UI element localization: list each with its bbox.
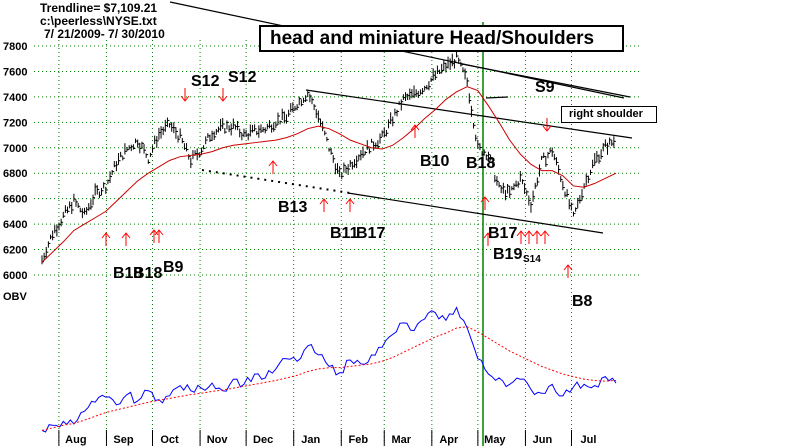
x-tick-label: Jun bbox=[533, 434, 553, 446]
obv-line bbox=[41, 306, 617, 433]
y-tick-label: 7800 bbox=[3, 41, 27, 53]
y-tick-label: 7400 bbox=[3, 92, 27, 104]
moving-average-line bbox=[41, 86, 617, 263]
signal-arrow-head bbox=[563, 264, 573, 271]
y-tick-label: 6400 bbox=[3, 219, 27, 231]
signal-label: B18 bbox=[466, 155, 495, 172]
signal-label: B18 bbox=[133, 265, 162, 282]
price-bars-layer bbox=[41, 51, 616, 265]
trendline-value: Trendline= $7,109.21 bbox=[40, 1, 158, 15]
signal-arrow-head bbox=[480, 196, 490, 203]
signal-label: S14 bbox=[523, 254, 541, 265]
signal-arrow-head bbox=[345, 198, 355, 205]
signal-arrow-head bbox=[532, 230, 542, 237]
obv-average-line bbox=[41, 326, 617, 431]
x-tick-label: Jan bbox=[301, 434, 320, 446]
signal-label: B8 bbox=[572, 293, 593, 310]
signal-label: B18 bbox=[113, 265, 142, 282]
y-tick-label: 6000 bbox=[3, 270, 27, 282]
lower-trendline bbox=[347, 192, 604, 234]
signal-arrow-head bbox=[101, 232, 111, 239]
signal-label: B19 bbox=[493, 246, 522, 263]
y-tick-label: 7000 bbox=[3, 143, 27, 155]
signal-arrow-head bbox=[180, 95, 190, 102]
dotted-support-line bbox=[201, 169, 351, 194]
x-tick-label: Nov bbox=[207, 434, 229, 446]
x-tick-label: Sep bbox=[113, 434, 133, 446]
signal-arrow-head bbox=[516, 230, 526, 237]
signal-arrow-head bbox=[154, 229, 164, 236]
signal-arrow-head bbox=[319, 198, 329, 205]
y-tick-label: 6800 bbox=[3, 168, 27, 180]
obv-layer bbox=[41, 306, 617, 433]
signal-label: B9 bbox=[163, 259, 184, 276]
signal-arrows-layer bbox=[101, 88, 573, 278]
date-range: 7/ 21/2009- 7/ 30/2010 bbox=[44, 27, 165, 41]
x-tick-label: Aug bbox=[65, 434, 86, 446]
source-file: c:\peerless\NYSE.txt bbox=[40, 14, 157, 28]
mini-neckline bbox=[485, 96, 509, 99]
signal-label: B10 bbox=[420, 153, 449, 170]
y-tick-label: 6200 bbox=[3, 245, 27, 257]
upper-channel-line bbox=[461, 63, 631, 98]
signal-arrow-head bbox=[218, 95, 228, 102]
signal-label: S12 bbox=[191, 73, 220, 90]
signal-arrow-head bbox=[524, 230, 534, 237]
neckline-trendline bbox=[305, 89, 633, 139]
y-tick-label: 7600 bbox=[3, 66, 27, 78]
signal-arrow-head bbox=[542, 125, 552, 132]
x-axis-ticks: Aug Sep Oct Nov Dec Jan Feb Mar Apr May Jun Jul bbox=[65, 434, 596, 446]
signal-label: B13 bbox=[278, 199, 307, 216]
y-tick-label: 6600 bbox=[3, 194, 27, 206]
obv-label: OBV bbox=[3, 291, 27, 303]
signal-arrow-head bbox=[268, 160, 278, 167]
chart-title-annotation: head and miniature Head/Shoulders bbox=[259, 25, 624, 52]
signal-arrow-head bbox=[410, 124, 420, 131]
x-tick-label: Dec bbox=[253, 434, 273, 446]
x-tick-label: Feb bbox=[348, 434, 368, 446]
moving-average-layer bbox=[41, 86, 617, 263]
x-tick-label: Apr bbox=[439, 434, 459, 446]
signal-arrow-head bbox=[540, 230, 550, 237]
signal-arrow-head bbox=[121, 232, 131, 239]
signal-label: B17 bbox=[488, 225, 517, 242]
signal-label: S12 bbox=[228, 69, 257, 86]
y-tick-label: 7200 bbox=[3, 117, 27, 129]
signal-label: B17 bbox=[356, 225, 385, 242]
signal-arrow-head bbox=[483, 232, 493, 239]
x-tick-label: May bbox=[484, 434, 506, 446]
x-tick-label: Jul bbox=[581, 434, 597, 446]
signal-label: B11 bbox=[330, 225, 359, 242]
right-shoulder-annotation: right shoulder bbox=[561, 106, 657, 123]
x-tick-label: Oct bbox=[160, 434, 179, 446]
signal-label: S9 bbox=[535, 79, 555, 96]
x-tick-label: Mar bbox=[391, 434, 411, 446]
y-axis-ticks: 6000 6200 6400 6600 6800 7000 7200 7400 7600 7800 bbox=[3, 41, 27, 282]
